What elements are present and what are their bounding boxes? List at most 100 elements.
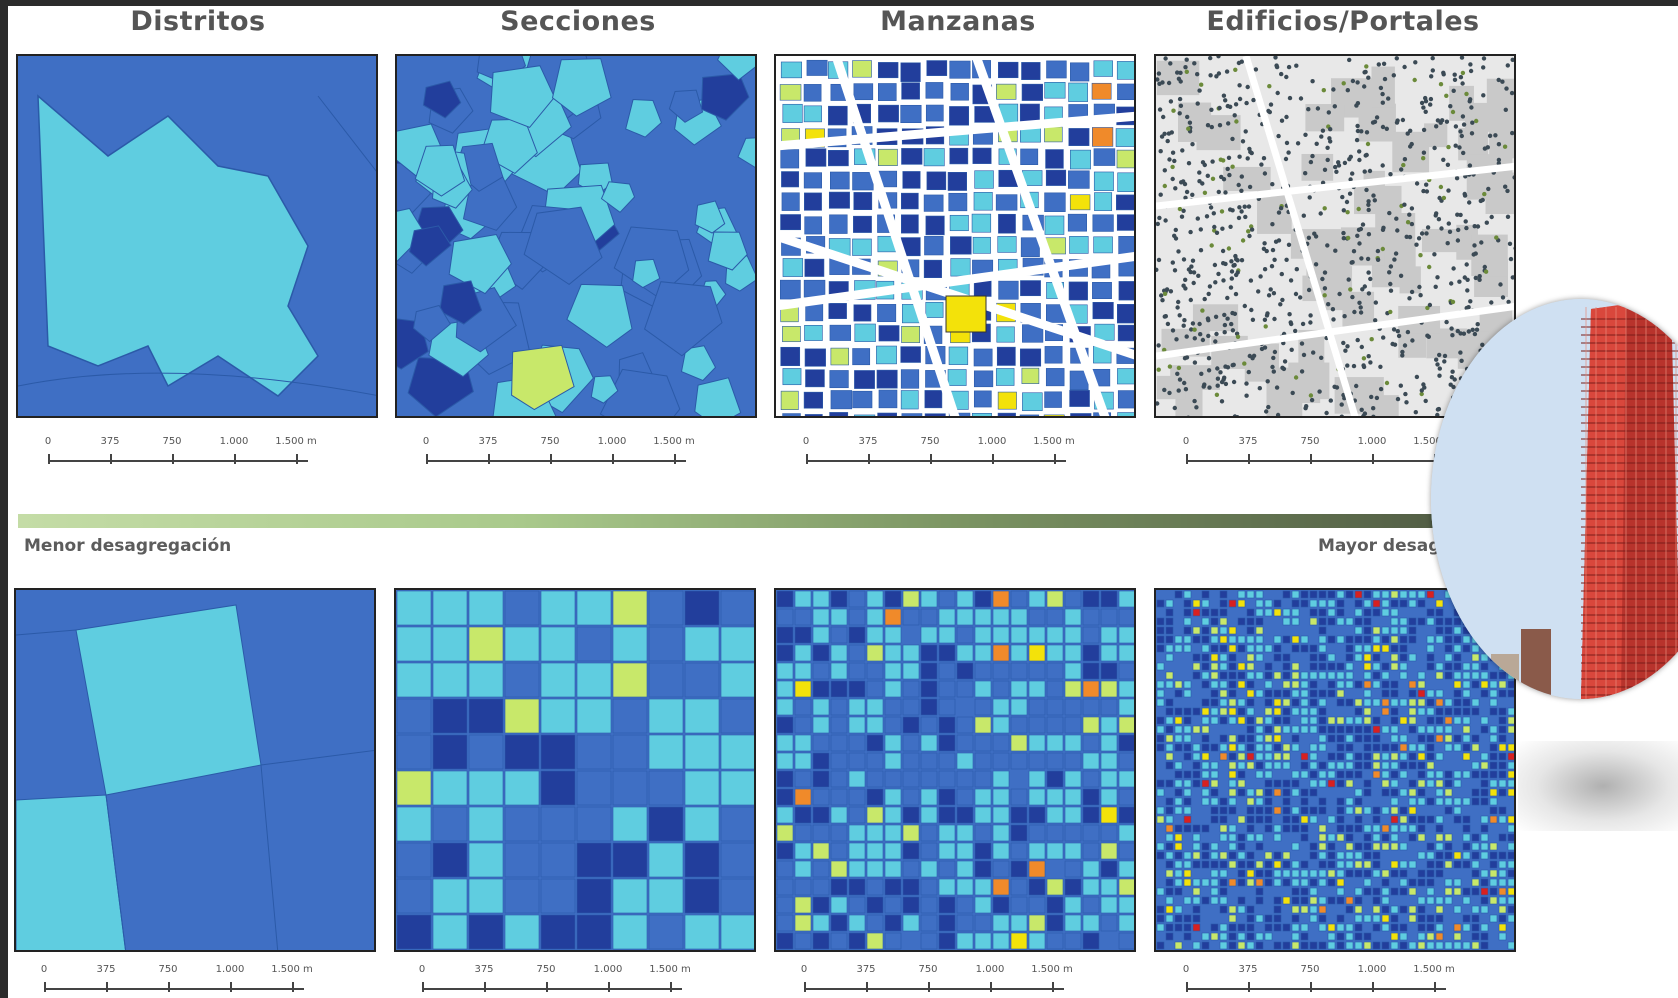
map-manzanas-vector xyxy=(774,54,1136,418)
scale-tick-label: 750 xyxy=(540,436,560,447)
column-title-distritos: Distritos xyxy=(130,6,266,37)
scale-tick-mark xyxy=(1186,454,1188,464)
scale-tick-label: 375 xyxy=(1238,436,1258,447)
scale-tick-mark xyxy=(804,982,806,992)
scale-tick-label: 0 xyxy=(1182,964,1190,975)
scale-line xyxy=(806,460,1066,462)
scale-tick-mark xyxy=(1052,982,1054,992)
scale-line xyxy=(44,988,304,990)
scale-bar: 0 375 750 1.000 1.500 m xyxy=(422,436,696,476)
scale-tick-label: 750 xyxy=(1300,436,1320,447)
scale-bar: 0 375 750 1.000 1.500 m xyxy=(1182,436,1456,476)
scale-tick-mark xyxy=(1372,982,1374,992)
scale-tick-label: 1.500 m xyxy=(1413,964,1455,975)
scale-tick-label: 1.000 xyxy=(1357,436,1387,447)
scale-tick-mark xyxy=(550,454,552,464)
map-edificios-grid xyxy=(1154,588,1516,952)
scale-tick-label: 0 xyxy=(44,436,52,447)
map-distritos-vector xyxy=(16,54,378,418)
scale-tick-label: 0 xyxy=(800,964,808,975)
scale-tick-label: 750 xyxy=(920,436,940,447)
scale-tick-label: 750 xyxy=(158,964,178,975)
figure-sheet: Distritos Secciones Manzanas Edificios/P… xyxy=(8,6,1678,998)
scale-tick-label: 1.500 m xyxy=(1033,436,1075,447)
scale-tick-label: 375 xyxy=(856,964,876,975)
scale-bar: 0 375 750 1.000 1.500 m xyxy=(44,436,318,476)
scale-tick-mark xyxy=(44,982,46,992)
column-title-edificios: Edificios/Portales xyxy=(1206,6,1480,37)
scale-tick-mark xyxy=(868,454,870,464)
scale-tick-mark xyxy=(1372,454,1374,464)
scale-tick-label: 1.000 xyxy=(215,964,245,975)
scale-bar: 0 375 750 1.000 1.500 m xyxy=(418,964,692,998)
scale-tick-mark xyxy=(928,982,930,992)
scale-tick-label: 375 xyxy=(858,436,878,447)
scale-tick-mark xyxy=(1248,982,1250,992)
scale-tick-mark xyxy=(670,982,672,992)
scale-tick-label: 750 xyxy=(536,964,556,975)
scale-tick-label: 1.500 m xyxy=(271,964,313,975)
scale-tick-mark xyxy=(608,982,610,992)
map-secciones-vector xyxy=(395,54,757,418)
scale-tick-mark xyxy=(1434,982,1436,992)
scale-tick-label: 375 xyxy=(478,436,498,447)
disaggregation-gradient xyxy=(18,514,1458,528)
scale-tick-mark xyxy=(234,454,236,464)
scale-tick-label: 0 xyxy=(422,436,430,447)
scale-tick-label: 1.500 m xyxy=(1413,436,1455,447)
scale-tick-label: 1.500 m xyxy=(275,436,317,447)
scale-tick-mark xyxy=(930,454,932,464)
scale-tick-label: 0 xyxy=(418,964,426,975)
scale-tick-label: 375 xyxy=(100,436,120,447)
scale-tick-mark xyxy=(806,454,808,464)
scale-tick-mark xyxy=(1310,454,1312,464)
scale-tick-mark xyxy=(992,454,994,464)
scale-tick-mark xyxy=(546,982,548,992)
scale-tick-mark xyxy=(106,982,108,992)
scale-tick-mark xyxy=(426,454,428,464)
scale-line xyxy=(422,988,682,990)
scale-tick-mark xyxy=(422,982,424,992)
scale-tick-label: 375 xyxy=(96,964,116,975)
scale-tick-mark xyxy=(230,982,232,992)
scale-tick-mark xyxy=(296,454,298,464)
scale-tick-label: 1.000 xyxy=(593,964,623,975)
photo-shadow xyxy=(1518,741,1678,831)
scale-tick-mark xyxy=(1054,454,1056,464)
scale-tick-mark xyxy=(488,454,490,464)
map-distritos-grid xyxy=(14,588,376,952)
scale-tick-mark xyxy=(1248,454,1250,464)
scale-tick-label: 375 xyxy=(1238,964,1258,975)
scale-tick-label: 0 xyxy=(1182,436,1190,447)
scale-tick-mark xyxy=(484,982,486,992)
scale-tick-label: 0 xyxy=(802,436,810,447)
scale-tick-mark xyxy=(168,982,170,992)
scale-tick-mark xyxy=(990,982,992,992)
scale-tick-label: 750 xyxy=(1300,964,1320,975)
scale-tick-mark xyxy=(292,982,294,992)
map-edificios-vector xyxy=(1154,54,1516,418)
column-title-manzanas: Manzanas xyxy=(880,6,1036,37)
scale-tick-label: 750 xyxy=(918,964,938,975)
scale-tick-mark xyxy=(866,982,868,992)
skyscraper-photo xyxy=(1431,299,1678,699)
scale-tick-mark xyxy=(172,454,174,464)
map-secciones-grid xyxy=(394,588,756,952)
scale-tick-label: 0 xyxy=(40,964,48,975)
scale-bar: 0 375 750 1.000 1.500 m xyxy=(1182,964,1456,998)
scale-line xyxy=(1186,988,1446,990)
scale-bar: 0 375 750 1.000 1.500 m xyxy=(40,964,314,998)
scale-line xyxy=(1186,460,1446,462)
scale-tick-label: 1.000 xyxy=(977,436,1007,447)
map-manzanas-grid xyxy=(774,588,1136,952)
scale-line xyxy=(426,460,686,462)
scale-line xyxy=(48,460,308,462)
scale-tick-label: 750 xyxy=(162,436,182,447)
scale-tick-mark xyxy=(48,454,50,464)
scale-tick-mark xyxy=(674,454,676,464)
scale-line xyxy=(804,988,1064,990)
scale-bar: 0 375 750 1.000 1.500 m xyxy=(800,964,1074,998)
scale-tick-label: 1.000 xyxy=(1357,964,1387,975)
scale-tick-label: 1.000 xyxy=(597,436,627,447)
column-title-secciones: Secciones xyxy=(500,6,656,37)
